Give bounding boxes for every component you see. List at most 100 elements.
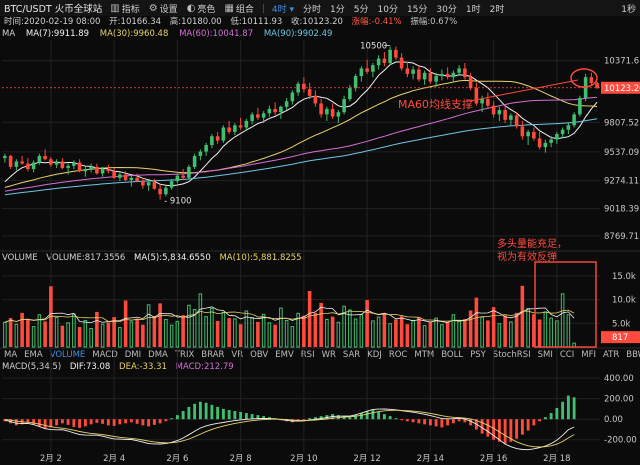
volume-legend-label[interactable]: VOLUME — [2, 253, 38, 263]
timeframe-tab[interactable]: 15分 — [406, 4, 428, 15]
toolbar-item-label: 设置 — [159, 4, 178, 15]
macd-histogram-bar — [43, 419, 47, 429]
indicator-tab-trix[interactable]: TRIX — [174, 350, 195, 360]
indicator-tab-rsi[interactable]: RSI — [300, 350, 315, 360]
candle-body — [158, 188, 162, 195]
volume-bar — [566, 314, 571, 348]
indicator-tab-kdj[interactable]: KDJ — [367, 350, 382, 360]
toolbar-chart-button[interactable]: ▥ 指标 — [110, 2, 139, 15]
symbol-title[interactable]: BTC/USDT 火币全球站 — [4, 4, 103, 15]
macd-histogram-bar — [175, 415, 179, 420]
toolbar-combine-button[interactable]: ▦ 组合 — [224, 2, 253, 15]
timeframe-tab[interactable]: 1时 — [465, 4, 481, 15]
toolbar-gear-button[interactable]: ⚙ 设置 — [149, 2, 178, 15]
macd-histogram-bar — [129, 419, 133, 423]
indicator-tab-boll[interactable]: BOLL — [441, 350, 464, 360]
timeframe-tab[interactable]: 5分 — [353, 4, 369, 15]
candle-body — [273, 108, 277, 113]
indicator-tab-macd[interactable]: MACD — [92, 350, 118, 360]
macd-histogram-bar — [532, 419, 536, 426]
macd-axis-tick: 200.00 — [604, 395, 634, 405]
volume-bar — [491, 307, 496, 347]
refresh-interval[interactable]: 1秒 — [621, 5, 636, 15]
macd-histogram-bar — [147, 419, 151, 427]
macd-histogram-bar — [118, 419, 122, 425]
macd-legend-label[interactable]: MACD(5,34,5) — [2, 362, 62, 372]
toolbar-item-label: 指标 — [121, 4, 140, 15]
indicator-tab-smi[interactable]: SMI — [537, 350, 553, 360]
candle-body — [428, 72, 433, 82]
macd-histogram-bar — [101, 419, 105, 424]
indicator-tab-brar[interactable]: BRAR — [201, 350, 225, 360]
annotation-circle — [570, 68, 598, 88]
macd-histogram-bar — [566, 395, 570, 420]
indicator-tab-ma[interactable]: MA — [4, 350, 18, 360]
candle-body — [491, 105, 496, 115]
macd-histogram-bar — [244, 413, 248, 420]
volume-bar — [244, 310, 249, 348]
indicator-tab-sar[interactable]: SAR — [342, 350, 361, 360]
indicator-tab-volume[interactable]: VOLUME — [49, 350, 86, 360]
macd-histogram-bar — [411, 419, 415, 423]
indicator-tab-cci[interactable]: CCI — [559, 350, 575, 360]
macd-histogram-bar — [14, 419, 18, 426]
volume-bar — [325, 318, 329, 348]
macd-histogram-bar — [434, 419, 438, 427]
candle-body — [514, 115, 519, 127]
indicator-tab-dma[interactable]: DMA — [148, 350, 168, 360]
candle-body — [60, 161, 65, 168]
indicator-tab-emv[interactable]: EMV — [275, 350, 294, 360]
indicator-tab-stochrsi[interactable]: StochRSI — [492, 350, 531, 360]
indicator-tab-vr[interactable]: VR — [231, 350, 244, 360]
volume-bar — [221, 311, 226, 348]
candle-body — [474, 88, 479, 104]
timeframe-tab[interactable]: 1分 — [330, 4, 345, 15]
macd-histogram-bar — [152, 419, 156, 425]
toolbar-palette-button[interactable]: ◐ 亮色 — [187, 2, 216, 15]
volume-bar — [123, 300, 128, 347]
volume-bar — [365, 300, 369, 347]
volume-bar — [348, 309, 352, 348]
macd-histogram-bar — [561, 401, 565, 420]
indicator-tab-roc[interactable]: ROC — [388, 350, 408, 360]
candle-body — [451, 72, 456, 78]
candle-body — [37, 155, 42, 163]
macd-histogram-bar — [365, 411, 369, 420]
macd-histogram-bar — [348, 417, 352, 420]
candle-body — [164, 187, 168, 195]
candle-body — [233, 125, 237, 132]
current-volume-badge — [601, 331, 640, 344]
dif-value: DIF:73.08 — [69, 362, 111, 372]
macd-histogram-bar — [359, 413, 363, 420]
candle-body — [330, 108, 335, 117]
timeframe-tab[interactable]: 2时 — [489, 4, 505, 15]
macd-histogram-bar — [302, 419, 306, 421]
dea-value: DEA:-33.31 — [119, 362, 167, 372]
indicator-tab-mtm[interactable]: MTM — [414, 350, 435, 360]
volume-bar — [319, 302, 323, 347]
ma-legend-label[interactable]: MA — [2, 29, 16, 39]
indicator-tab-mfi[interactable]: MFI — [581, 350, 596, 360]
indicator-tab-dmi[interactable]: DMI — [124, 350, 142, 360]
timeframe-tab[interactable]: 10分 — [377, 4, 398, 15]
timeframe-tab[interactable]: 分时 — [303, 4, 322, 15]
indicator-tab-wr[interactable]: WR — [321, 350, 336, 360]
indicator-tab-obv[interactable]: OBV — [250, 350, 269, 360]
indicator-tab-atr[interactable]: ATR — [602, 350, 620, 360]
indicator-tab-ema[interactable]: EMA — [24, 350, 43, 360]
indicator-tab-bbw[interactable]: BBW — [626, 350, 640, 360]
volume-bar — [135, 318, 139, 347]
candle-body — [468, 77, 473, 89]
timeframe-tab[interactable]: 4时 ▾ — [271, 4, 295, 15]
timeframe-tab[interactable]: 30分 — [436, 4, 457, 15]
ma90-line — [4, 118, 598, 196]
macd-histogram-bar — [89, 419, 93, 425]
volume-bar — [250, 317, 254, 348]
macd-histogram-bar — [72, 419, 76, 427]
candle-body — [83, 169, 88, 172]
top-toolbar: BTC/USDT 火币全球站 ▥ 指标 ⚙ 设置 ◐ 亮色 ▦ 组合 4时 ▾ 分时 1分 5分 10… — [0, 0, 640, 16]
indicator-tab-psy[interactable]: PSY — [470, 350, 486, 360]
volume-bar — [411, 319, 415, 348]
